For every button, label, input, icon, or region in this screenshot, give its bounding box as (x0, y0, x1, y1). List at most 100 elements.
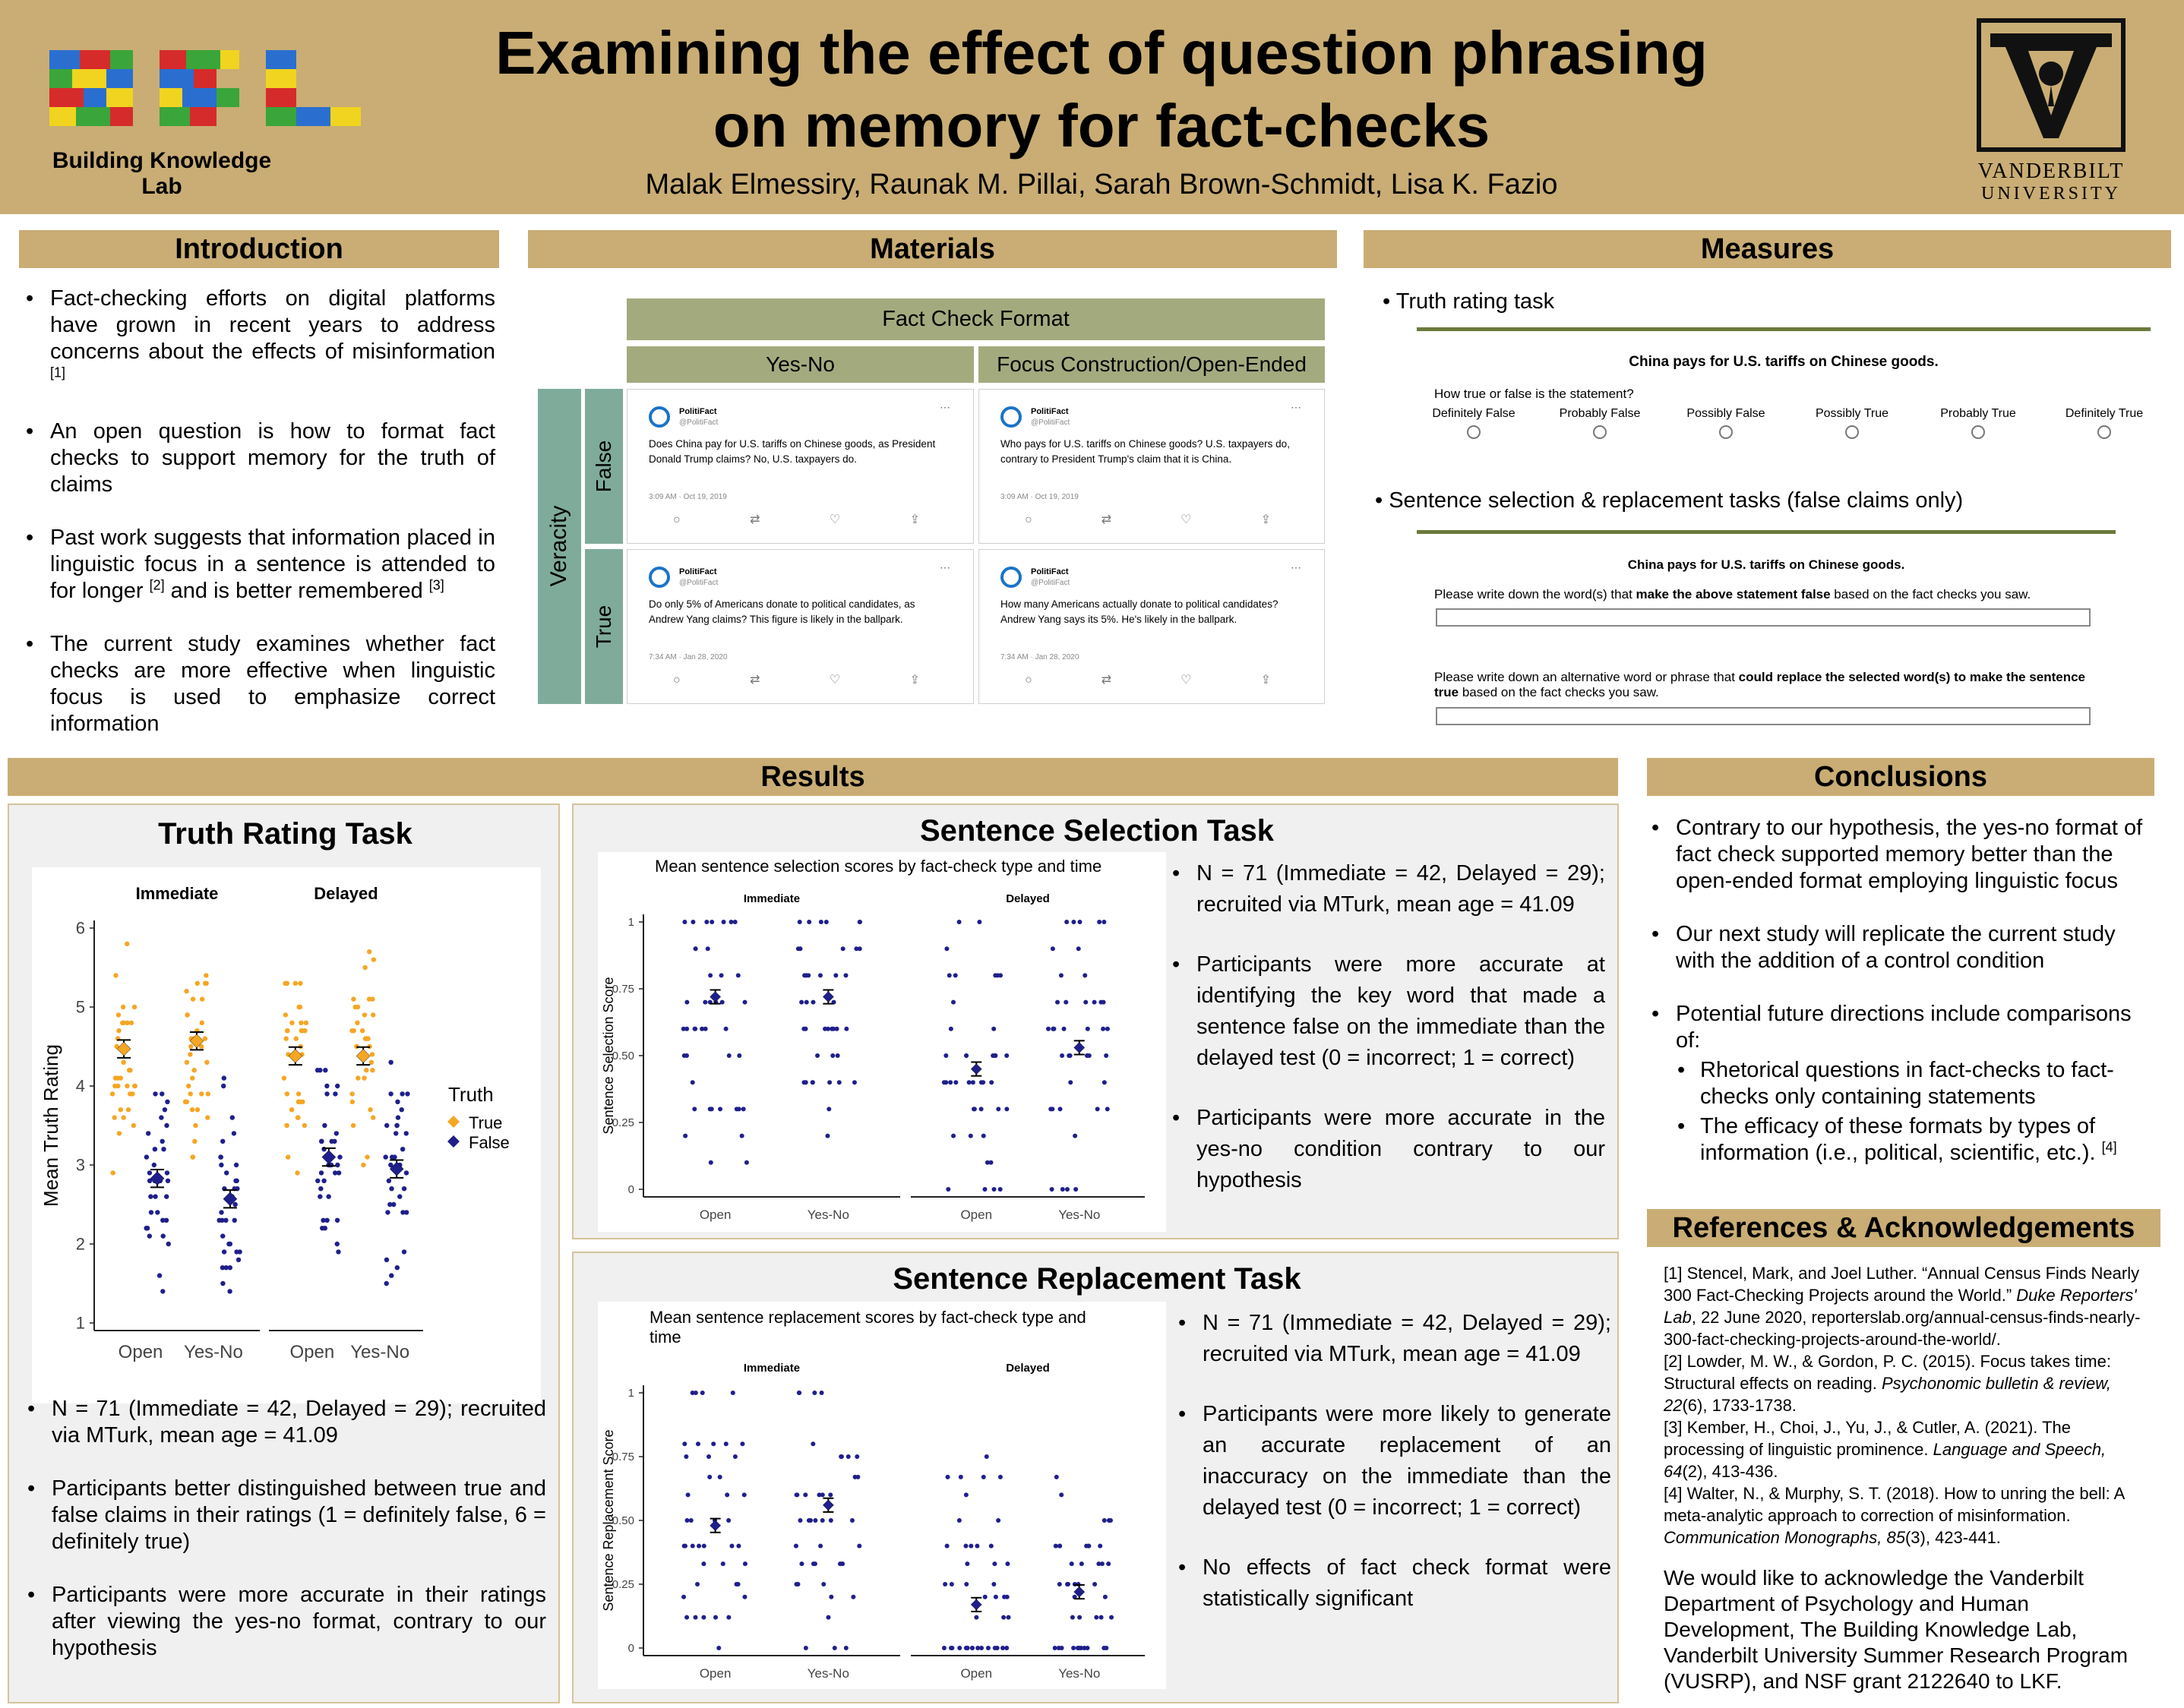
intro-bullet-1-text: Fact-checking efforts on digital platfor… (50, 286, 495, 364)
results-title: Results (8, 758, 1618, 796)
data-point (285, 1028, 290, 1034)
data-point (147, 1178, 153, 1183)
data-point (831, 1026, 836, 1031)
data-point (188, 1091, 193, 1097)
data-point (726, 1518, 732, 1523)
data-point (971, 1107, 976, 1112)
data-point (295, 1170, 300, 1176)
data-point (735, 1582, 741, 1586)
data-point (711, 1441, 716, 1447)
data-point (701, 1561, 706, 1567)
radio-button[interactable] (1467, 425, 1481, 439)
data-point (400, 1091, 405, 1097)
data-point (156, 1273, 163, 1278)
selection-bullet-1: N = 71 (Immediate = 42, Delayed = 29); r… (1171, 858, 1605, 920)
data-point (1098, 999, 1104, 1005)
data-point (364, 1068, 369, 1073)
data-point (1092, 1582, 1098, 1586)
data-point (204, 1059, 210, 1065)
legend-label: True (469, 1113, 502, 1132)
data-point (735, 973, 741, 978)
radio-button[interactable] (1845, 425, 1859, 439)
y-tick-label: 1 (628, 1387, 634, 1400)
scale-option[interactable]: Definitely False (1417, 407, 1531, 439)
politifact-logo-icon (649, 406, 670, 428)
data-point (840, 1561, 845, 1567)
q1-post: based on the fact checks you saw. (1830, 587, 2031, 601)
y-tick-label: 3 (76, 1155, 85, 1174)
data-point (691, 920, 696, 924)
scale-option[interactable]: Probably True (1921, 407, 2035, 439)
q1-bold: make the above statement false (1636, 587, 1831, 601)
answer-field-1[interactable] (1436, 608, 2091, 627)
data-point (165, 1178, 171, 1183)
data-point (944, 1543, 950, 1549)
data-point (403, 1210, 409, 1215)
data-point (798, 1518, 803, 1523)
data-point (739, 1133, 744, 1138)
data-point (112, 1083, 118, 1089)
data-point (349, 1099, 356, 1104)
data-point (1055, 999, 1060, 1005)
scale-option[interactable]: Possibly True (1795, 407, 1909, 439)
data-point (388, 1091, 393, 1097)
q2-pre: Please write down an alternative word or… (1434, 670, 1739, 684)
selection-bullet-2: Participants were more accurate at ident… (1171, 949, 1605, 1074)
data-point (1083, 973, 1088, 978)
share-icon: ⇪ (1260, 674, 1271, 687)
data-point (160, 1138, 165, 1144)
retweet-icon: ⇄ (750, 513, 760, 526)
data-point (190, 996, 196, 1002)
radio-button[interactable] (2097, 425, 2111, 439)
data-point (823, 920, 829, 924)
data-point (188, 1043, 194, 1050)
conclusion-sub-list: Rhetorical questions in fact-checks to f… (1676, 1057, 2151, 1167)
tweet-actions: ○ ⇄ ♡ ⇪ (1025, 673, 1271, 687)
chart-title: Mean sentence replacement scores by fact… (650, 1308, 1086, 1327)
data-point (857, 1543, 862, 1549)
data-point (302, 1122, 308, 1129)
row-header-true-label: True (592, 605, 615, 649)
data-point (834, 1026, 839, 1031)
data-point (974, 1615, 979, 1620)
data-point (370, 1068, 375, 1073)
data-point (684, 999, 690, 1005)
radio-button[interactable] (1971, 425, 1985, 439)
data-point (852, 1474, 858, 1479)
reference-item: [2] Lowder, M. W., & Gordon, P. C. (2015… (1664, 1350, 2150, 1416)
data-point (721, 920, 726, 924)
scale-option[interactable]: Definitely True (2047, 407, 2161, 439)
scale-option[interactable]: Possibly False (1669, 407, 1783, 439)
data-point (693, 946, 698, 952)
data-point (289, 1020, 295, 1025)
scale-option[interactable]: Probably False (1543, 407, 1657, 439)
retweet-icon: ⇄ (1101, 674, 1112, 687)
university-name-2: UNIVERSITY (1981, 184, 2121, 204)
radio-button[interactable] (1593, 425, 1607, 439)
data-point (713, 1615, 719, 1620)
data-point (1101, 920, 1107, 924)
data-point (953, 973, 958, 978)
data-point (803, 1080, 808, 1085)
data-point (821, 1582, 827, 1586)
intro-bullet-3-text2: and is better remembered (164, 579, 429, 603)
data-point (854, 946, 859, 952)
data-point (710, 920, 715, 924)
truth-rating-plot: 1 2 3 4 5 6 Mean Truth Rating Immediate Open Yes-… (40, 884, 510, 1362)
data-point (949, 1582, 954, 1586)
y-tick-label: 0.50 (612, 1514, 634, 1527)
data-point (701, 1543, 706, 1549)
data-point (220, 1217, 225, 1223)
radio-button[interactable] (1719, 425, 1733, 439)
university-name-1: VANDERBILT (1977, 159, 2125, 183)
data-point (963, 1492, 969, 1498)
data-point (685, 1492, 691, 1498)
data-point (120, 1020, 125, 1025)
x-tick-label: Open (960, 1666, 992, 1681)
data-point (840, 946, 845, 952)
data-point (820, 1518, 825, 1523)
facet-label: Delayed (314, 884, 378, 903)
data-point (984, 1454, 989, 1459)
answer-field-2[interactable] (1436, 707, 2091, 725)
data-point (121, 1059, 126, 1065)
